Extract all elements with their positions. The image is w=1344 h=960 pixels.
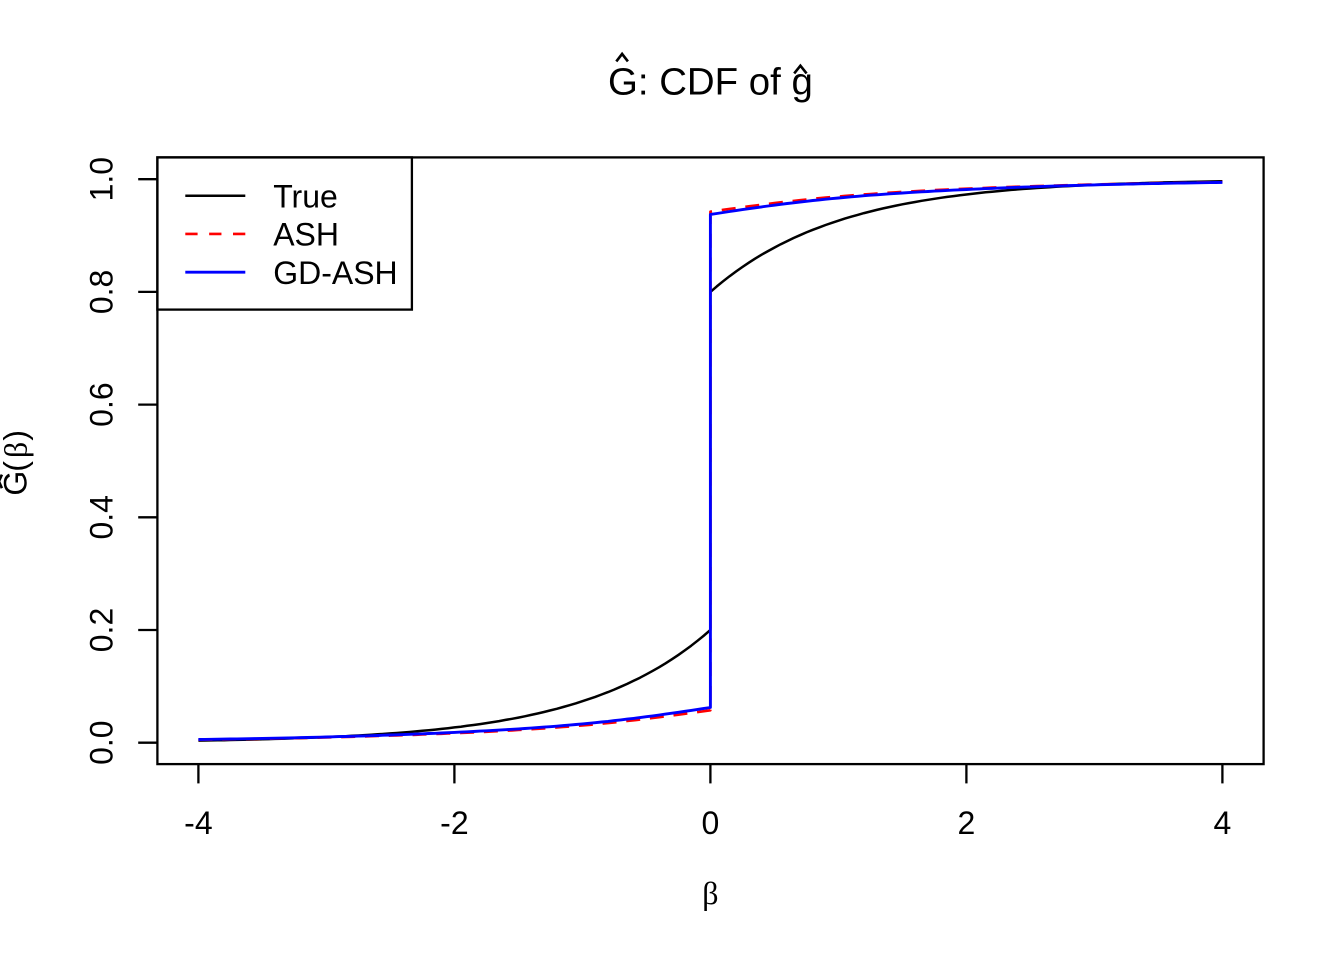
svg-text:ASH: ASH bbox=[273, 217, 339, 253]
svg-text:0.2: 0.2 bbox=[84, 608, 120, 652]
svg-text:β: β bbox=[702, 875, 718, 911]
svg-text:β: β bbox=[0, 442, 34, 458]
svg-text:GD-ASH: GD-ASH bbox=[273, 255, 397, 291]
svg-text:1.0: 1.0 bbox=[84, 157, 120, 201]
svg-text:-4: -4 bbox=[184, 805, 212, 841]
svg-text:0.6: 0.6 bbox=[84, 382, 120, 426]
svg-text:0: 0 bbox=[702, 805, 720, 841]
svg-text:0.4: 0.4 bbox=[84, 495, 120, 539]
svg-text:-2: -2 bbox=[440, 805, 468, 841]
svg-text:G: G bbox=[0, 471, 34, 496]
svg-text:0.8: 0.8 bbox=[84, 270, 120, 314]
svg-text:0.0: 0.0 bbox=[84, 720, 120, 764]
svg-text:True: True bbox=[273, 178, 338, 214]
svg-text:): ) bbox=[0, 430, 34, 441]
svg-text:2: 2 bbox=[958, 805, 976, 841]
svg-text:4: 4 bbox=[1214, 805, 1232, 841]
svg-text:(: ( bbox=[0, 461, 34, 472]
svg-text:G: CDF of g: G: CDF of g bbox=[608, 61, 813, 104]
